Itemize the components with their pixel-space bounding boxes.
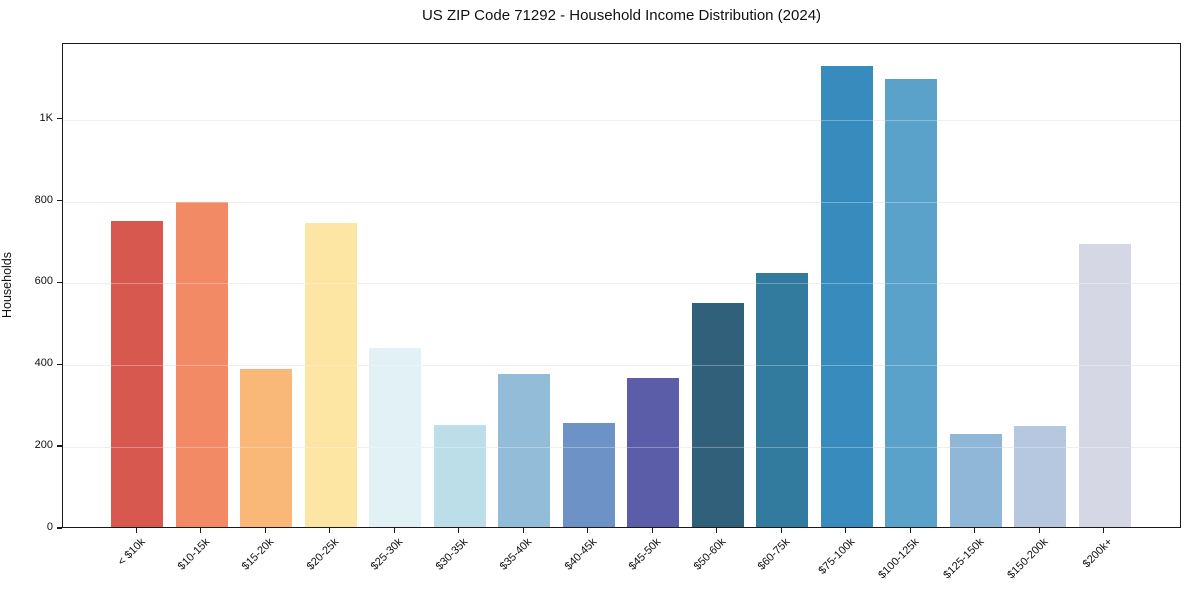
y-tick-label: 200	[34, 439, 53, 452]
x-tick-label: $20-25k	[304, 536, 342, 573]
bar-10-15k	[175, 202, 228, 527]
y-tick-label: 800	[34, 193, 53, 206]
plot-area	[62, 43, 1181, 528]
x-tick-label: < $10k	[115, 536, 148, 569]
gridlines-under	[63, 44, 1180, 527]
bar-35-40k	[498, 373, 551, 527]
x-tick-label: $125-150k	[940, 536, 987, 582]
x-tick-label: $100-125k	[876, 536, 922, 582]
x-tick-mark	[909, 528, 911, 533]
bar-30-35k	[433, 424, 486, 527]
x-tick-mark	[716, 528, 718, 533]
bar-25-30k	[369, 348, 422, 527]
y-tick-mark	[57, 363, 62, 365]
x-tick-label: $30-35k	[433, 536, 471, 573]
x-tick-mark	[458, 528, 460, 533]
y-tick-mark	[57, 118, 62, 120]
x-tick-mark	[264, 528, 266, 533]
x-tick-label: $150-200k	[1005, 536, 1051, 582]
x-tick-mark	[651, 528, 653, 533]
y-tick-label: 400	[34, 357, 53, 370]
gridline-600	[63, 283, 1180, 285]
bars-layer	[63, 44, 1180, 527]
x-tick-mark	[522, 528, 524, 533]
x-tick-mark	[587, 528, 589, 533]
x-tick-mark	[974, 528, 976, 533]
gridline-800	[63, 201, 1180, 203]
gridline-600	[63, 283, 1180, 285]
x-tick-mark	[845, 528, 847, 533]
y-tick-mark	[57, 281, 62, 284]
x-tick-label: $35-40k	[498, 536, 535, 573]
gridline-1k	[63, 119, 1180, 121]
x-tick-mark	[393, 528, 395, 533]
x-tick-mark	[1038, 528, 1040, 533]
x-tick-label: $60-75k	[756, 536, 793, 573]
bar-40-45k	[562, 423, 615, 527]
bar-150-200k	[1014, 426, 1067, 527]
x-tick-label: $10-15k	[175, 536, 213, 573]
bar-45-50k	[627, 377, 680, 527]
x-tick-mark	[1103, 528, 1105, 533]
gridline-400	[63, 365, 1180, 367]
bar-20-25k	[304, 222, 357, 527]
bar-60-75k	[756, 272, 809, 527]
bar-50-60k	[691, 302, 744, 527]
bar-75-100k	[820, 66, 873, 527]
bar-125-150k	[949, 434, 1002, 527]
x-tick-mark	[200, 528, 202, 533]
x-tick-label: $40-45k	[562, 536, 600, 573]
bar-200k	[1078, 243, 1131, 527]
x-tick-label: $200k+	[1081, 536, 1116, 571]
gridline-800	[63, 201, 1180, 203]
bar-10k	[111, 221, 164, 527]
y-tick-label: 1K	[39, 111, 53, 124]
chart-title: US ZIP Code 71292 - Household Income Dis…	[421, 7, 822, 24]
x-tick-label: $50-60k	[691, 536, 729, 573]
gridline-400	[63, 365, 1180, 367]
y-tick-label: 600	[34, 275, 53, 288]
x-tick-label: $75-100k	[816, 536, 858, 577]
x-tick-label: $45-50k	[627, 536, 664, 573]
y-tick-mark	[57, 445, 62, 447]
gridline-200	[63, 447, 1180, 449]
x-tick-mark	[780, 528, 782, 533]
x-tick-label: $25-30k	[369, 536, 406, 573]
gridlines-over	[63, 44, 1180, 527]
y-tick-label: 0	[46, 521, 53, 533]
gridline-200	[63, 447, 1180, 449]
y-tick-mark	[57, 199, 62, 202]
bar-15-20k	[240, 368, 293, 527]
gridline-1k	[63, 119, 1180, 121]
x-tick-label: $15-20k	[240, 536, 277, 573]
x-tick-mark	[329, 528, 331, 533]
y-tick-mark	[57, 527, 62, 529]
bar-100-125k	[885, 78, 938, 527]
x-tick-mark	[135, 528, 137, 533]
